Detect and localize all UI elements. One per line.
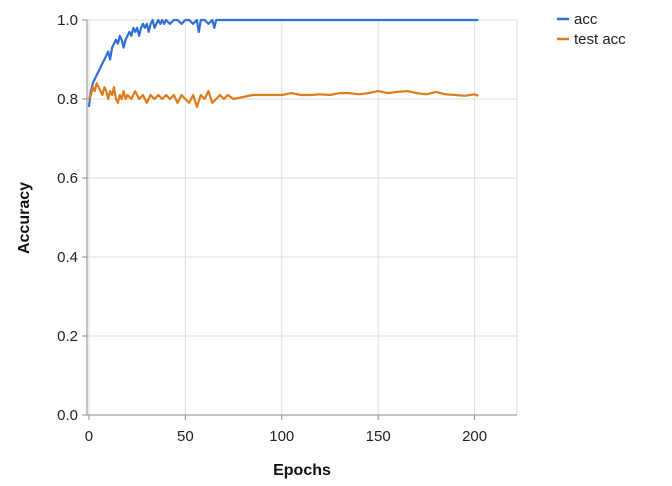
series-line-test-acc [87, 82, 479, 109]
legend-label-test-acc: test acc [574, 31, 626, 48]
y-tick-label: 1.0 [57, 12, 78, 29]
x-tick-label: 150 [366, 428, 391, 445]
legend-label-acc: acc [574, 11, 598, 28]
series-lines [87, 18, 479, 109]
series-line-acc [87, 18, 479, 108]
y-tick-label: 0.4 [57, 249, 78, 266]
x-tick-label: 100 [269, 428, 294, 445]
legend: acc test acc [557, 11, 626, 48]
y-tick-label: 0.0 [57, 407, 78, 424]
x-tick-label: 200 [462, 428, 487, 445]
y-tick-label: 0.8 [57, 91, 78, 108]
x-tick-label: 0 [85, 428, 93, 445]
y-tick-label: 0.2 [57, 328, 78, 345]
y-tick-label: 0.6 [57, 170, 78, 187]
x-axis-title: Epochs [273, 462, 331, 479]
tick-labels: 0.0 0.2 0.4 0.6 0.8 1.0 0 50 100 150 200 [57, 12, 487, 445]
y-axis-title: Accuracy [16, 182, 33, 254]
axes [82, 19, 517, 420]
grid-lines [87, 19, 518, 416]
x-tick-label: 50 [177, 428, 194, 445]
